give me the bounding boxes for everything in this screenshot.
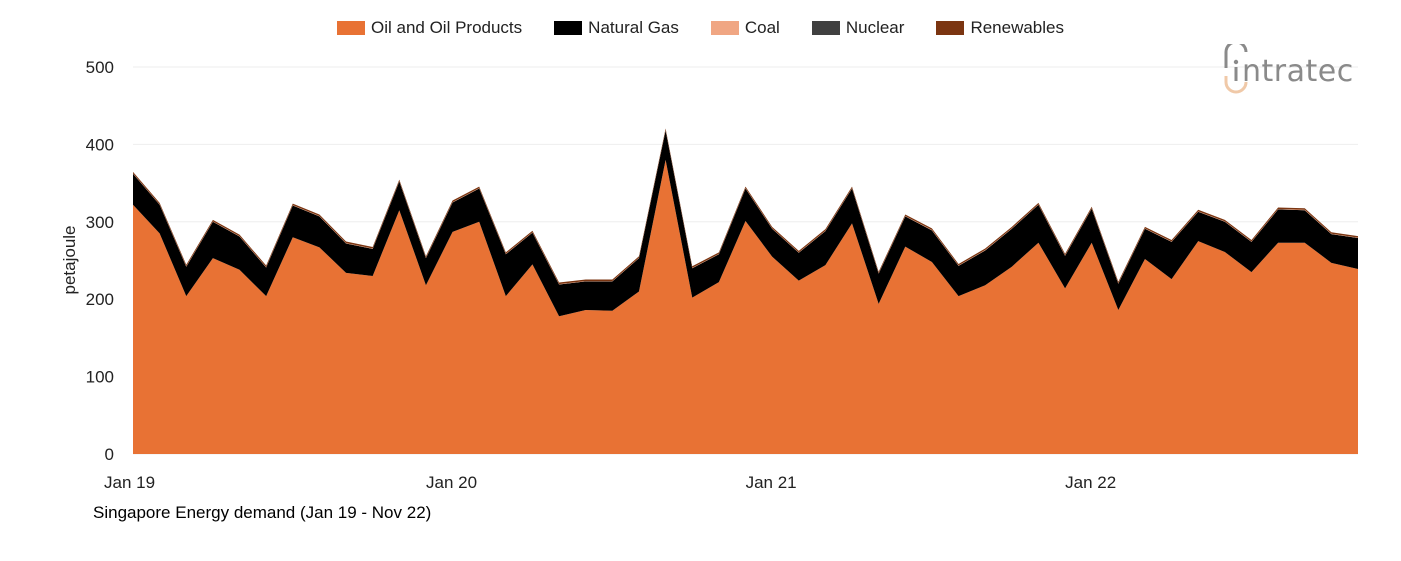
legend-swatch	[336, 21, 365, 35]
legend-item[interactable]: Coal	[710, 18, 780, 38]
area-oil-and-oil-products	[133, 159, 1358, 454]
legend-label: Oil and Oil Products	[370, 18, 523, 37]
legend-swatch	[936, 21, 965, 35]
legend: Oil and Oil Products Natural Gas Coal Nucle…	[0, 18, 1401, 38]
series-areas	[133, 128, 1358, 454]
y-tick-label: 100	[86, 368, 114, 387]
y-tick-label: 0	[105, 445, 114, 464]
y-axis-label: petajoule	[60, 225, 79, 294]
x-tick-label: Jan 19	[104, 473, 155, 492]
chart-caption: Singapore Energy demand (Jan 19 - Nov 22…	[93, 503, 432, 522]
legend-item[interactable]: Nuclear	[811, 18, 905, 38]
legend-swatch	[811, 21, 840, 35]
y-axis-ticks: 0 100 200 300 400 500	[86, 58, 114, 464]
legend-item[interactable]: Renewables	[936, 18, 1064, 38]
legend-label: Natural Gas	[588, 18, 679, 37]
x-tick-label: Jan 21	[746, 473, 797, 492]
legend-label: Renewables	[970, 18, 1064, 37]
legend-swatch	[554, 21, 583, 35]
legend-swatch	[710, 21, 739, 35]
legend-item[interactable]: Natural Gas	[554, 18, 679, 38]
x-tick-label: Jan 22	[1065, 473, 1116, 492]
legend-label: Nuclear	[845, 18, 905, 37]
y-tick-label: 200	[86, 290, 114, 309]
x-tick-label: Jan 20	[426, 473, 477, 492]
intratec-logo: ntratec	[1222, 40, 1372, 96]
legend-item[interactable]: Oil and Oil Products	[336, 18, 523, 38]
legend-label: Coal	[744, 18, 780, 37]
logo-mark-icon: ntratec	[1224, 40, 1354, 94]
svg-text:ntratec: ntratec	[1242, 54, 1354, 89]
y-tick-label: 400	[86, 135, 114, 154]
y-tick-label: 300	[86, 213, 114, 232]
y-tick-label: 500	[86, 58, 114, 77]
x-axis-ticks: Jan 19 Jan 20 Jan 21 Jan 22	[104, 473, 1116, 492]
